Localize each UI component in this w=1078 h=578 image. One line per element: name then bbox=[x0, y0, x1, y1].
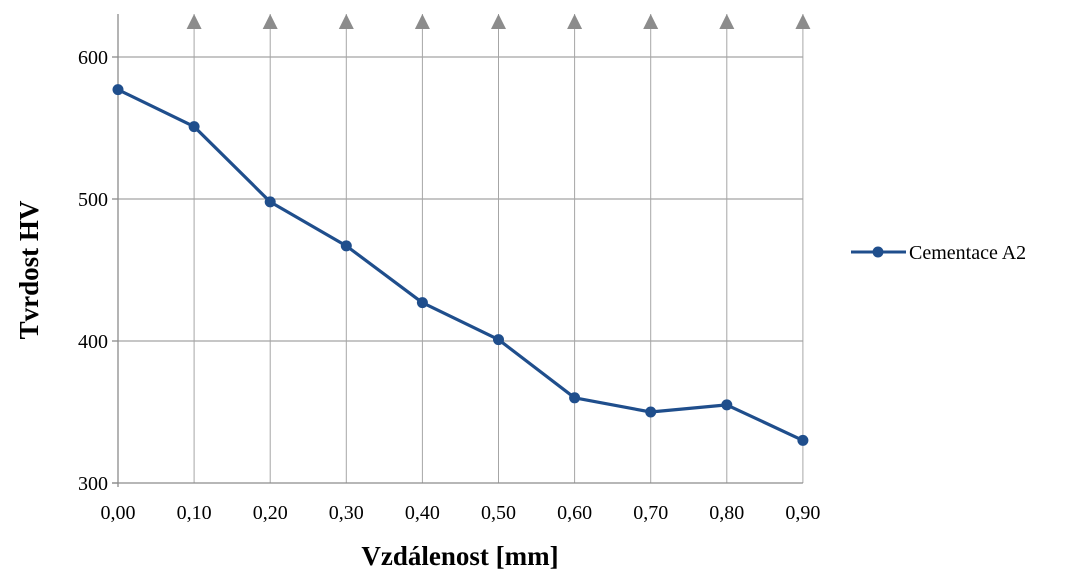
legend: Cementace A2 bbox=[851, 242, 1026, 264]
legend-label: Cementace A2 bbox=[909, 242, 1026, 264]
top-triangle-marker bbox=[567, 14, 583, 29]
y-axis-title: Tvrdost HV bbox=[14, 200, 44, 339]
data-point bbox=[493, 334, 504, 346]
x-tick-label: 0,80 bbox=[709, 502, 744, 524]
x-axis-title: Vzdálenost [mm] bbox=[361, 541, 558, 571]
top-triangle-marker bbox=[186, 14, 202, 29]
series-layer bbox=[112, 84, 809, 446]
x-tick-label: 0,20 bbox=[253, 502, 288, 524]
data-point bbox=[340, 240, 352, 252]
x-tick-label: 0,30 bbox=[329, 502, 364, 524]
data-point bbox=[797, 434, 809, 446]
legend-marker bbox=[872, 246, 884, 258]
data-point bbox=[416, 297, 428, 309]
x-tick-label: 0,40 bbox=[405, 502, 440, 524]
data-point bbox=[112, 84, 124, 96]
top-triangle-marker bbox=[643, 14, 659, 29]
y-tick-label: 600 bbox=[78, 47, 108, 69]
top-triangle-marker bbox=[491, 14, 506, 29]
y-tick-label: 300 bbox=[78, 473, 108, 495]
y-tick-label: 500 bbox=[78, 189, 108, 211]
top-triangle-marker bbox=[338, 14, 354, 29]
x-tick-label: 0,70 bbox=[633, 502, 668, 524]
y-tick-label: 400 bbox=[78, 331, 108, 353]
data-point bbox=[188, 121, 200, 133]
data-point bbox=[721, 399, 733, 411]
top-triangle-marker bbox=[795, 14, 811, 29]
top-triangle-marker bbox=[414, 14, 430, 29]
tick-labels: 300 400 500 600 0,00 0,10 0,20 0,30 0,40 0,50 0,60… bbox=[78, 47, 820, 524]
data-point bbox=[264, 196, 276, 208]
data-point bbox=[569, 392, 581, 404]
top-triangle-marker bbox=[262, 14, 278, 29]
data-point bbox=[645, 406, 657, 418]
x-tick-label: 0,90 bbox=[785, 502, 820, 524]
x-tick-label: 0,50 bbox=[481, 502, 516, 524]
x-tick-label: 0,60 bbox=[557, 502, 592, 524]
top-markers bbox=[186, 14, 811, 29]
x-tick-label: 0,00 bbox=[101, 502, 136, 524]
top-triangle-marker bbox=[719, 14, 735, 29]
grid bbox=[118, 14, 804, 483]
axes bbox=[112, 14, 803, 487]
series-line bbox=[117, 88, 804, 442]
x-tick-label: 0,10 bbox=[177, 502, 212, 524]
